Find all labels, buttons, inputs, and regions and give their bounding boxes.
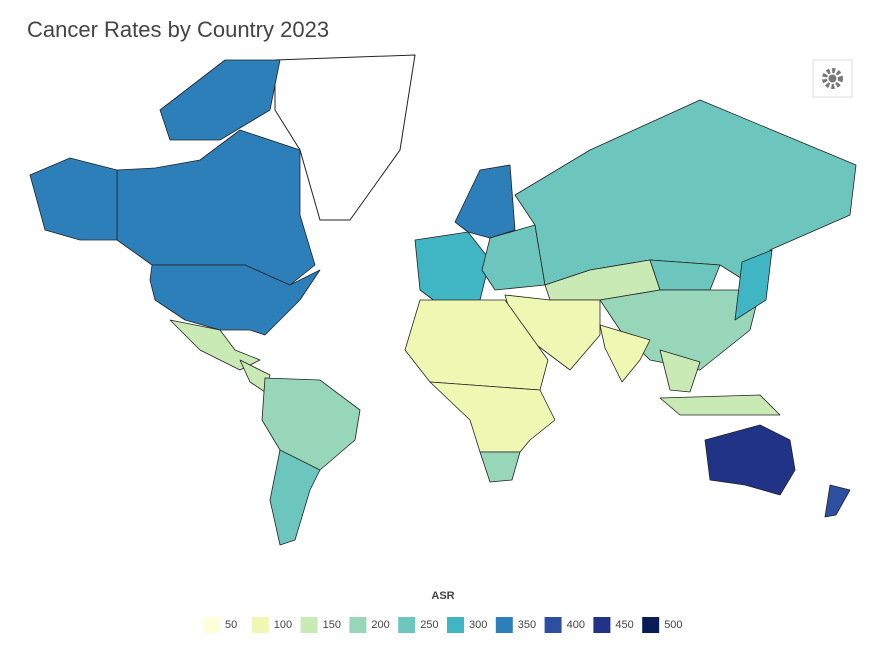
country-region xyxy=(159,59,281,141)
legend-label: 300 xyxy=(469,619,487,631)
legend-label: 500 xyxy=(664,619,682,631)
legend-swatch xyxy=(251,617,269,633)
country-region xyxy=(481,224,546,291)
country-region xyxy=(169,319,261,371)
legend-swatch xyxy=(495,617,513,633)
legend-swatch xyxy=(593,617,611,633)
legend-swatch xyxy=(300,617,318,633)
gear-hub[interactable] xyxy=(828,74,837,83)
map-title: Cancer Rates by Country 2023 xyxy=(27,17,329,42)
legend-label: 350 xyxy=(518,619,536,631)
gear-icon[interactable] xyxy=(822,68,843,89)
no-data-region xyxy=(274,54,416,221)
legend-label: 150 xyxy=(323,619,341,631)
country-region xyxy=(29,157,321,336)
country-region xyxy=(659,394,781,416)
legend-title: ASR xyxy=(431,590,454,602)
country-region xyxy=(659,349,701,393)
legend-swatch xyxy=(349,617,367,633)
legend-swatch xyxy=(544,617,562,633)
country-region xyxy=(261,377,361,471)
legend-label: 100 xyxy=(274,619,292,631)
country-region xyxy=(734,249,773,321)
country-region xyxy=(479,451,521,483)
legend-label: 200 xyxy=(371,619,389,631)
country-region xyxy=(414,231,491,306)
legend-label: 250 xyxy=(420,619,438,631)
legend-label: 450 xyxy=(615,619,633,631)
country-region xyxy=(824,484,851,518)
settings-button[interactable] xyxy=(812,59,853,98)
legend-label: 50 xyxy=(225,619,237,631)
country-region xyxy=(116,129,316,286)
country-region xyxy=(454,164,516,239)
legend-swatch xyxy=(642,617,660,633)
legend-label: 400 xyxy=(567,619,585,631)
country-region xyxy=(514,99,857,291)
legend-swatch xyxy=(447,617,464,633)
legend-swatch xyxy=(398,617,416,633)
country-region xyxy=(269,449,321,546)
country-region xyxy=(704,424,796,496)
country-region xyxy=(649,259,721,291)
legend-swatch xyxy=(203,617,220,633)
country-region xyxy=(429,381,556,453)
country-region xyxy=(599,324,651,383)
